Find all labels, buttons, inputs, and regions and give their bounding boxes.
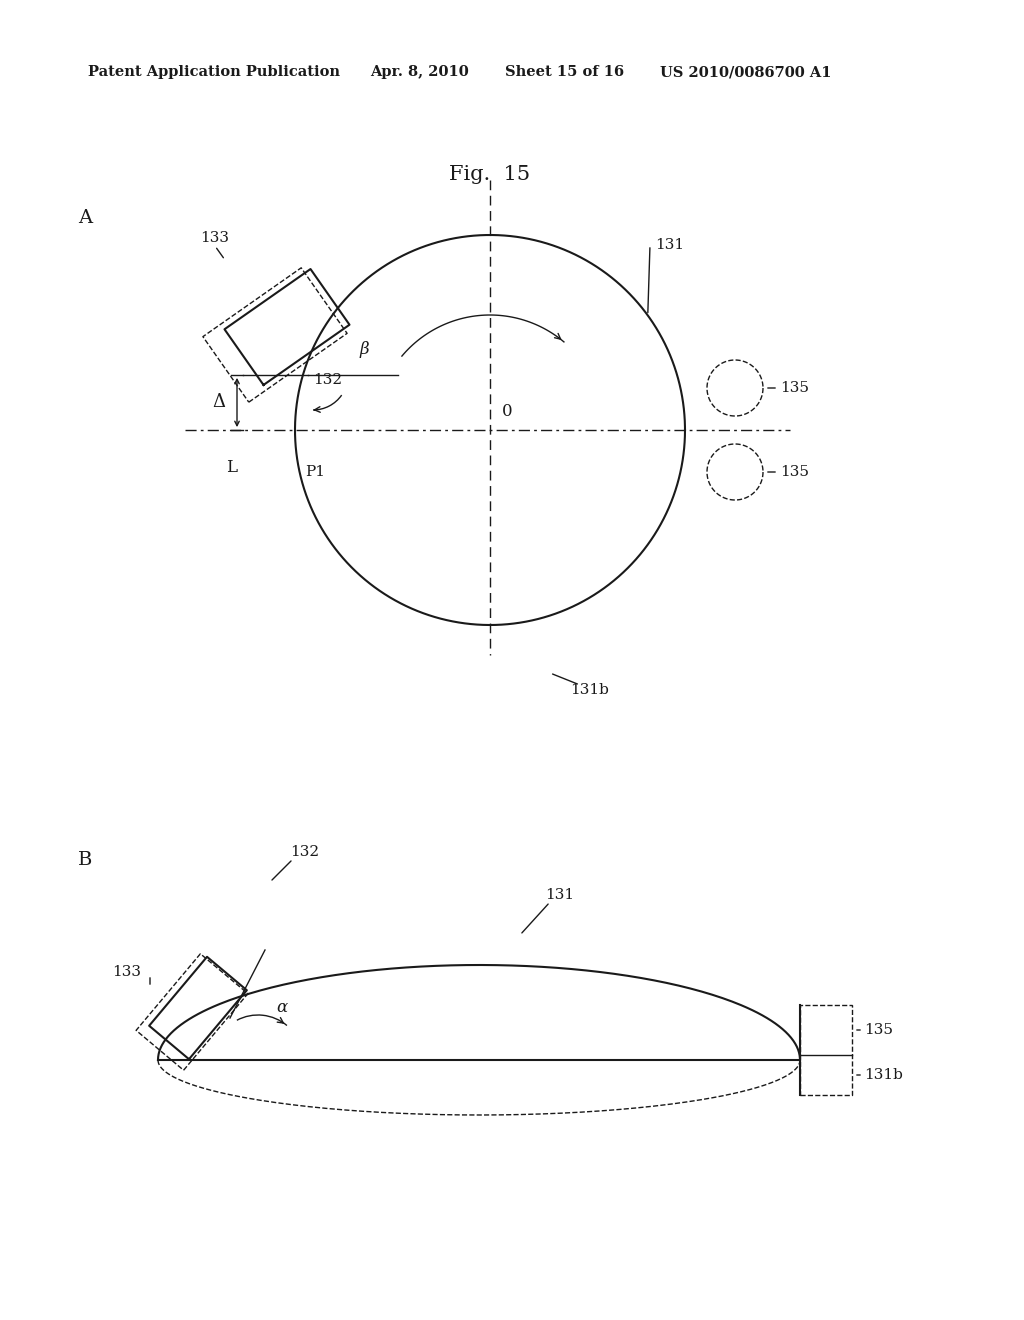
Text: Δ: Δ xyxy=(213,393,225,411)
Text: Sheet 15 of 16: Sheet 15 of 16 xyxy=(505,65,624,79)
Text: α: α xyxy=(276,999,288,1016)
Text: 133: 133 xyxy=(112,965,141,979)
Text: Apr. 8, 2010: Apr. 8, 2010 xyxy=(370,65,469,79)
Text: B: B xyxy=(78,851,92,869)
Text: β: β xyxy=(360,342,370,359)
Text: 132: 132 xyxy=(290,845,319,859)
Text: 131: 131 xyxy=(545,888,574,902)
Bar xyxy=(800,1005,852,1096)
Text: 135: 135 xyxy=(780,381,809,395)
Text: 131b: 131b xyxy=(864,1068,903,1082)
Text: L: L xyxy=(226,459,238,477)
Text: 135: 135 xyxy=(864,1023,893,1038)
Text: P1: P1 xyxy=(305,465,325,479)
Text: 0: 0 xyxy=(502,404,513,421)
Text: 133: 133 xyxy=(200,231,229,246)
Text: 135: 135 xyxy=(780,465,809,479)
Text: A: A xyxy=(78,209,92,227)
Text: 131: 131 xyxy=(655,238,684,252)
Text: 132: 132 xyxy=(313,374,342,387)
Text: Fig.  15: Fig. 15 xyxy=(450,165,530,185)
Text: Patent Application Publication: Patent Application Publication xyxy=(88,65,340,79)
Text: 131b: 131b xyxy=(570,682,609,697)
Text: US 2010/0086700 A1: US 2010/0086700 A1 xyxy=(660,65,831,79)
